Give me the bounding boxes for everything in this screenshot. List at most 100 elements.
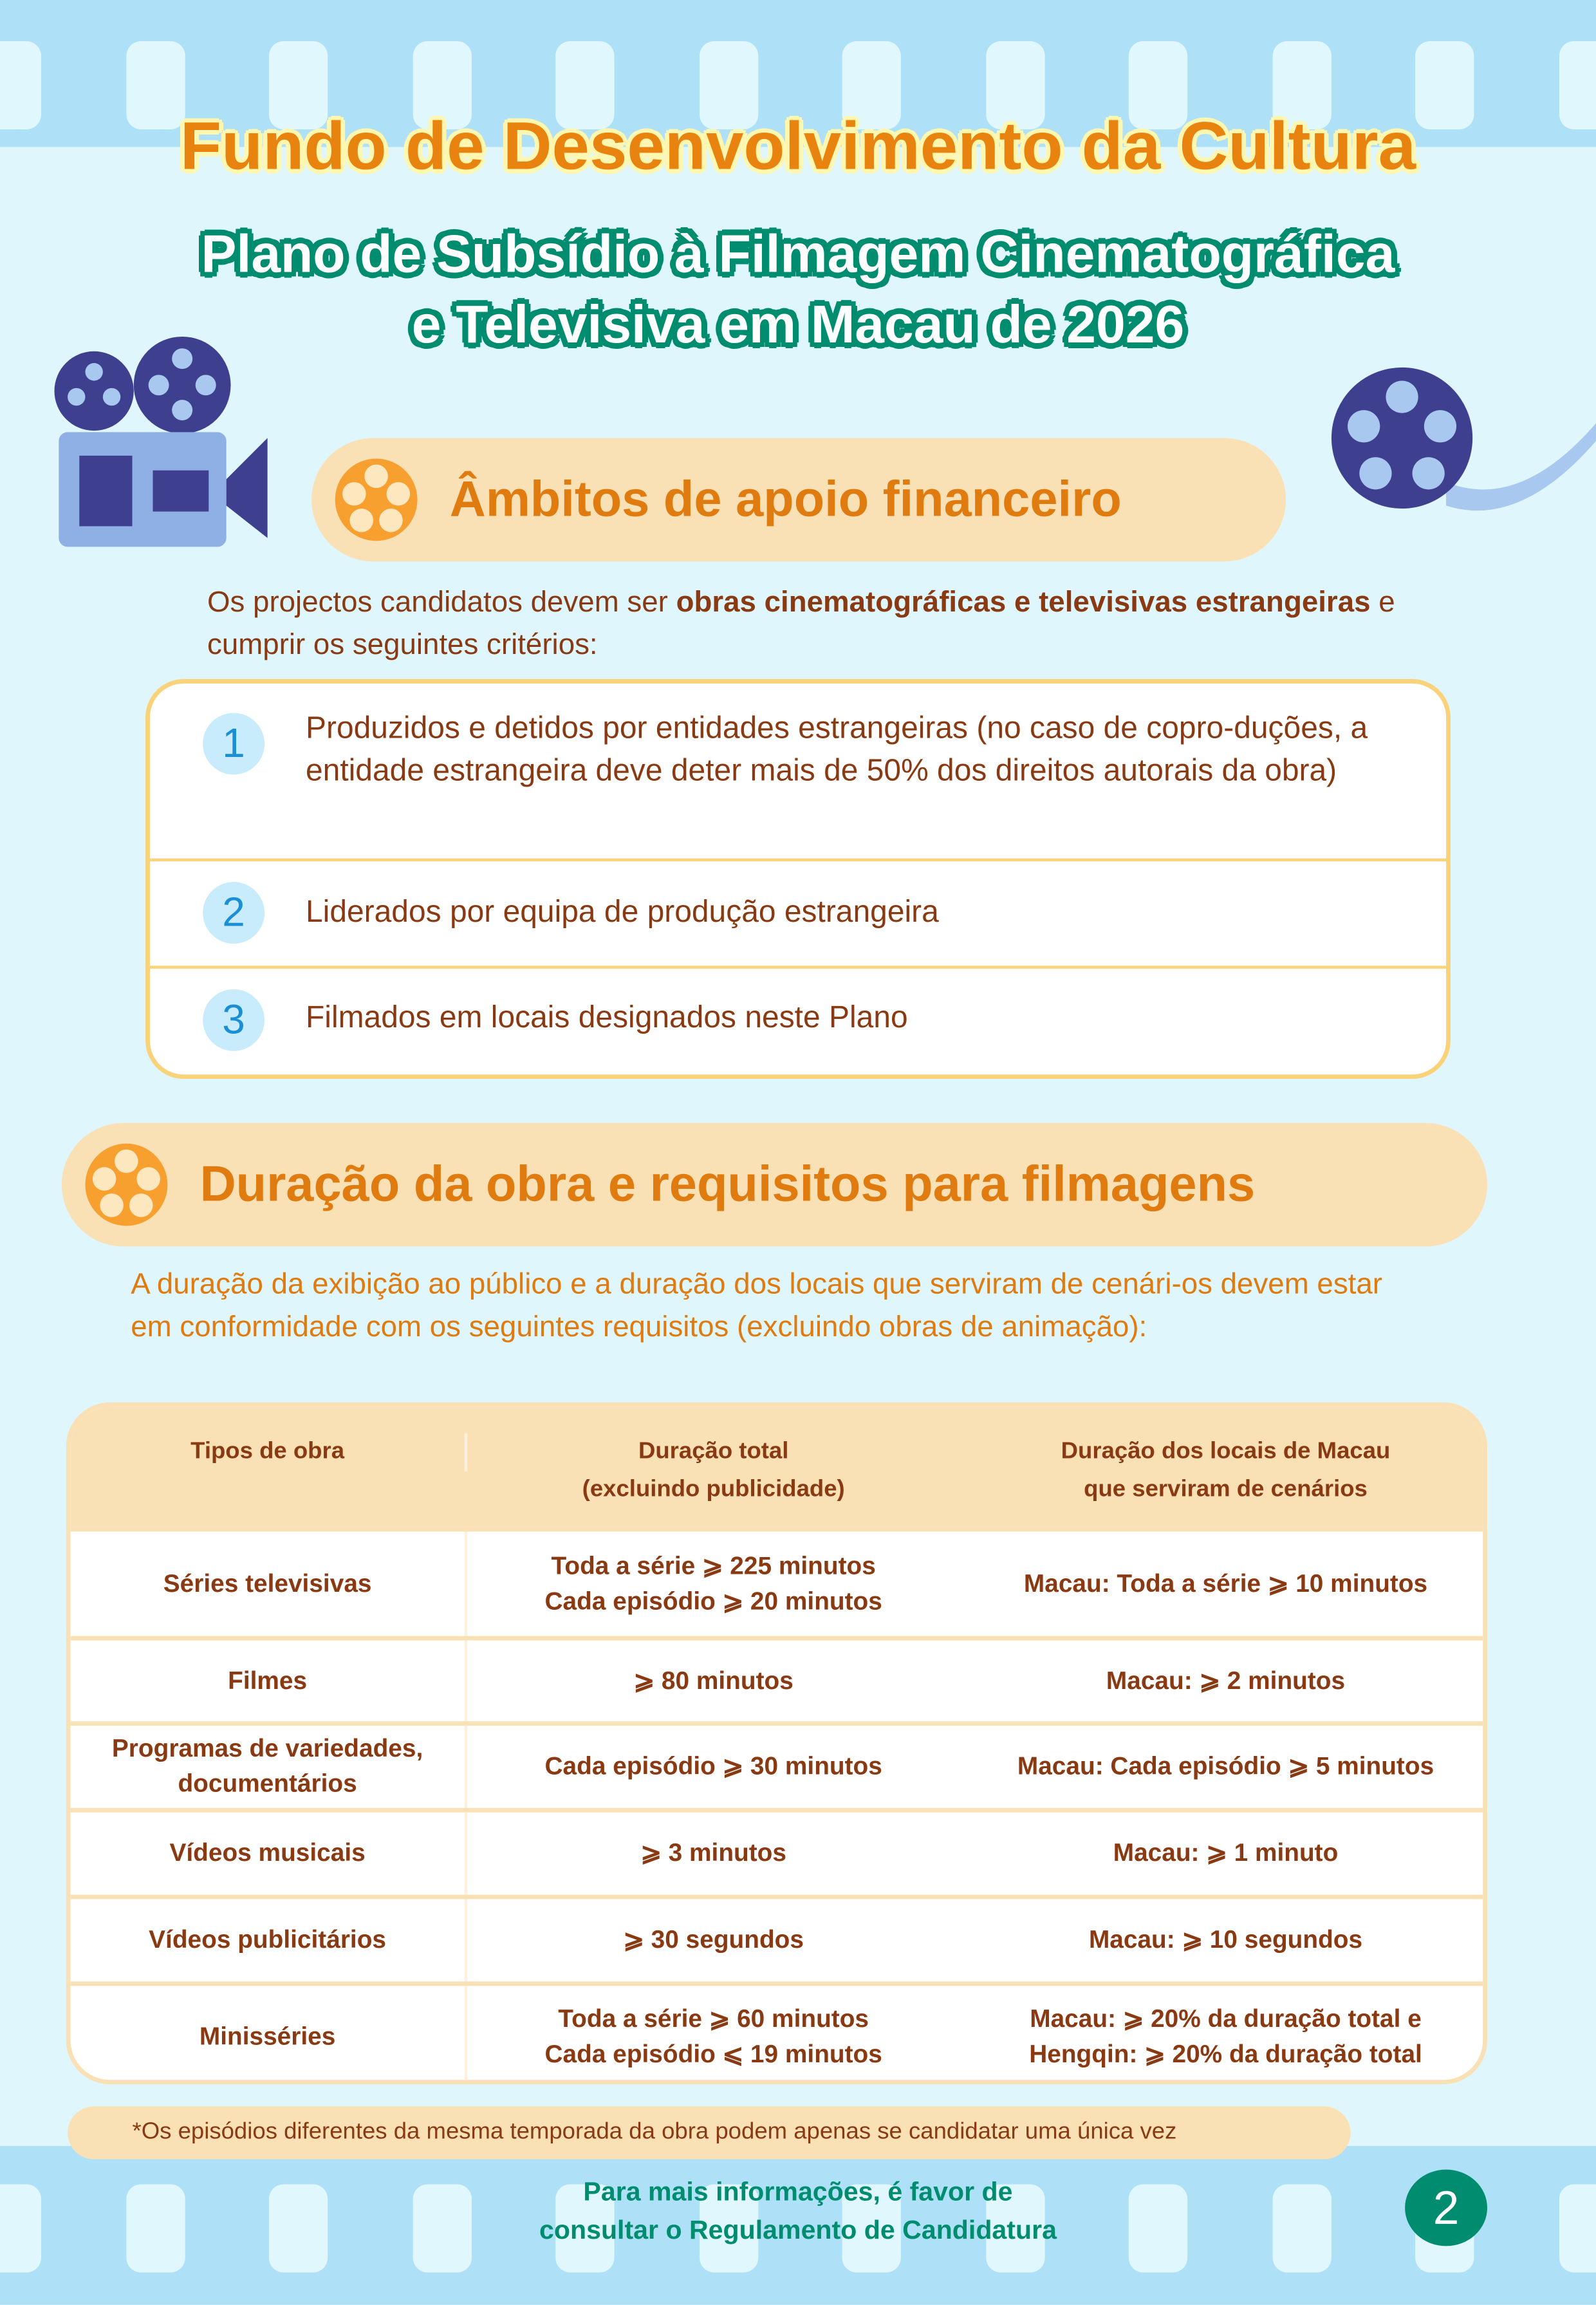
- film-hole: [555, 41, 615, 129]
- table-row: Programas de variedades, documentários Cad…: [70, 1721, 1483, 1808]
- cell-line: Macau: ⩾ 10 segundos: [1088, 1925, 1363, 1954]
- table-cell: Macau: ⩾ 2 minutos: [960, 1641, 1483, 1722]
- header-line: Duração total: [638, 1439, 789, 1464]
- criterion-text: Filmados em locais designados neste Plan…: [305, 1001, 908, 1035]
- intro-text: Os projectos candidatos devem ser: [207, 586, 676, 619]
- table-row: Minisséries Toda a série ⩾ 60 minutos Cada…: [70, 1981, 1483, 2080]
- page-title: Fundo de Desenvolvimento da Cultura: [180, 107, 1416, 184]
- film-hole: [698, 2184, 758, 2273]
- table-cell: Minisséries: [71, 1986, 468, 2080]
- table-cell: Cada episódio ⩾ 30 minutos: [467, 1726, 960, 1808]
- subtitle-line-1: Plano de Subsídio à Filmagem Cinematográ…: [201, 223, 1395, 284]
- film-hole: [985, 2184, 1044, 2273]
- film-hole: [0, 2184, 41, 2273]
- cell-line: Macau: ⩾ 2 minutos: [1106, 1666, 1346, 1694]
- film-hole: [1558, 2184, 1596, 2273]
- cell-line: Toda a série ⩾ 60 minutos: [558, 2004, 869, 2033]
- table-cell: ⩾ 80 minutos: [467, 1641, 960, 1722]
- cell-line: Toda a série ⩾ 225 minutos: [551, 1551, 876, 1580]
- cell-line: Cada episódio ⩾ 20 minutos: [544, 1587, 882, 1615]
- criterion-text: Liderados por equipa de produção estrang…: [305, 895, 939, 929]
- section-heading: Duração da obra e requisitos para filmag…: [200, 1156, 1256, 1212]
- cell-line: Cada episódio ⩾ 30 minutos: [544, 1752, 882, 1780]
- film-hole: [412, 2184, 471, 2273]
- cell-line: documentários: [178, 1769, 357, 1798]
- cell-line: Programas de variedades,: [111, 1734, 423, 1763]
- film-hole: [1272, 41, 1331, 129]
- table-cell: Programas de variedades, documentários: [71, 1725, 468, 1808]
- table-cell: ⩾ 30 segundos: [467, 1899, 960, 1981]
- number-badge: 2: [203, 882, 265, 944]
- criterion-item: 3 Filmados em locais designados neste Pla…: [150, 969, 1446, 1074]
- subtitle-line-2: e Televisiva em Macau de 2026: [411, 294, 1185, 355]
- table-cell: ⩾ 3 minutos: [467, 1813, 960, 1895]
- header-line: que serviram de cenários: [1084, 1477, 1368, 1502]
- film-hole: [698, 41, 758, 129]
- table-cell: Macau: ⩾ 10 segundos: [960, 1899, 1483, 1981]
- film-hole: [1128, 41, 1188, 129]
- section-heading-financial-scope: Âmbitos de apoio financeiro: [311, 438, 1286, 562]
- table-cell: Vídeos publicitários: [71, 1899, 468, 1982]
- cell-line: Macau: ⩾ 20% da duração total e: [1030, 2004, 1422, 2033]
- table-row: Séries televisivas Toda a série ⩾ 225 min…: [70, 1527, 1483, 1636]
- film-hole: [1272, 2184, 1331, 2273]
- film-strip-top: [0, 0, 1596, 147]
- cell-line: Macau: Cada episódio ⩾ 5 minutos: [1017, 1752, 1434, 1780]
- header-line: Tipos de obra: [190, 1439, 345, 1464]
- cell-line: Séries televisivas: [163, 1569, 372, 1598]
- column-header: Tipos de obra: [71, 1433, 468, 1471]
- section-heading: Âmbitos de apoio financeiro: [449, 471, 1122, 527]
- cell-line: ⩾ 80 minutos: [633, 1666, 793, 1694]
- table-cell: Vídeos musicais: [71, 1812, 468, 1895]
- section2-intro: A duração da exibição ao público e a dur…: [131, 1268, 1382, 1344]
- page-number: 2: [1405, 2169, 1488, 2246]
- header-line: (excluindo publicidade): [582, 1477, 845, 1502]
- footer-line: consultar o Regulamento de Candidatura: [539, 2215, 1057, 2245]
- intro-text: e cumprir os seguintes critérios:: [207, 586, 1395, 662]
- number-badge: 1: [203, 713, 265, 775]
- cell-line: Hengqin: ⩾ 20% da duração total: [1029, 2040, 1422, 2069]
- column-header: Duração dos locais de Macau que serviram …: [960, 1433, 1483, 1510]
- film-hole: [985, 41, 1044, 129]
- film-reel-icon: [85, 1143, 168, 1226]
- film-hole: [842, 2184, 901, 2273]
- table-cell: Macau: Cada episódio ⩾ 5 minutos: [960, 1726, 1483, 1808]
- film-hole: [125, 2184, 185, 2273]
- table-row: Filmes ⩾ 80 minutos Macau: ⩾ 2 minutos: [70, 1636, 1483, 1722]
- table-row: Vídeos publicitários ⩾ 30 segundos Macau: …: [70, 1894, 1483, 1982]
- table-cell: Macau: Toda a série ⩾ 10 minutos: [960, 1532, 1483, 1636]
- film-hole: [1128, 2184, 1188, 2273]
- table-cell: Toda a série ⩾ 225 minutos Cada episódio …: [467, 1532, 960, 1636]
- criteria-list: 1 Produzidos e detidos por entidades estr…: [145, 679, 1451, 1079]
- film-reel-icon: [1331, 367, 1596, 511]
- cell-line: Cada episódio ⩽ 19 minutos: [544, 2040, 882, 2069]
- footer-info: Para mais informações, é favor de consult…: [441, 2172, 1155, 2249]
- table-cell: Macau: ⩾ 1 minuto: [960, 1813, 1483, 1895]
- cell-line: ⩾ 30 segundos: [623, 1925, 804, 1954]
- film-hole: [268, 41, 328, 129]
- cell-line: Vídeos publicitários: [149, 1925, 387, 1954]
- film-reel-icon: [335, 458, 418, 541]
- film-hole: [1415, 41, 1474, 129]
- film-hole: [1558, 41, 1596, 129]
- footnote: *Os episódios diferentes da mesma tempor…: [68, 2106, 1351, 2160]
- section-heading-duration: Duração da obra e requisitos para filmag…: [61, 1123, 1488, 1247]
- criterion-item: 2 Liderados por equipa de produção estran…: [149, 861, 1447, 969]
- table-cell: Toda a série ⩾ 60 minutos Cada episódio ⩽…: [467, 1986, 960, 2080]
- column-header: Duração total (excluindo publicidade): [467, 1433, 960, 1510]
- criterion-text: Produzidos e detidos por entidades estra…: [305, 711, 1368, 789]
- section1-intro: Os projectos candidatos devem ser obras …: [207, 582, 1413, 667]
- requirements-table: Tipos de obra Duração total (excluindo pub…: [66, 1402, 1488, 2085]
- footer-line: Para mais informações, é favor de: [583, 2177, 1013, 2207]
- film-hole: [555, 2184, 615, 2273]
- table-cell: Filmes: [71, 1640, 468, 1722]
- intro-bold: obras cinematográficas e televisivas est…: [676, 586, 1371, 619]
- film-hole: [125, 41, 185, 129]
- cell-line: Minisséries: [199, 2022, 336, 2051]
- header-line: Duração dos locais de Macau: [1061, 1439, 1391, 1464]
- cell-line: Macau: Toda a série ⩾ 10 minutos: [1023, 1569, 1428, 1598]
- cell-line: Vídeos musicais: [169, 1838, 366, 1867]
- film-hole: [842, 41, 901, 129]
- criterion-item: 1 Produzidos e detidos por entidades estr…: [149, 684, 1447, 862]
